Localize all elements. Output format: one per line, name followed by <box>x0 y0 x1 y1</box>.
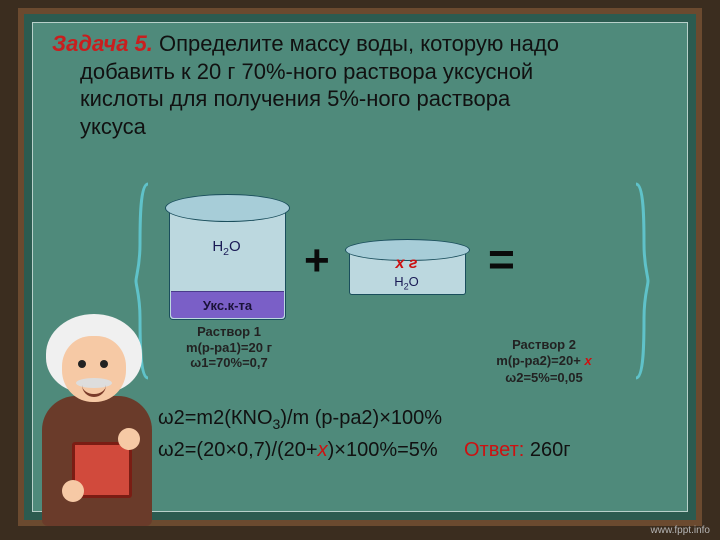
beaker-2-o: O <box>409 274 419 289</box>
answer-value: 260г <box>530 439 571 461</box>
beaker-1: Укс.к-та H2O <box>169 194 284 319</box>
formula-2: ω2=(20×0,7)/(20+х)×100%=5% <box>158 439 438 462</box>
beaker-2-h: H <box>394 274 403 289</box>
problem-line-3: кислоты для получения 5%-ного раствора <box>52 85 668 113</box>
caption2-line3: ω2=5%=0,05 <box>454 370 634 386</box>
professor-illustration <box>20 310 175 520</box>
formula-2-pre: ω2=(20×0,7)/(20+ <box>158 439 318 461</box>
problem-line-4: уксуса <box>52 113 668 141</box>
chalkboard: Задача 5. Определите массу воды, которую… <box>18 8 702 526</box>
caption2-line1: Раствор 2 <box>454 337 634 353</box>
professor-eye-right <box>100 360 108 368</box>
watermark: www.fppt.info <box>651 525 710 536</box>
problem-text-block: Задача 5. Определите массу воды, которую… <box>52 30 668 140</box>
right-brace <box>632 182 650 380</box>
problem-line-2: добавить к 20 г 70%-ного раствора уксусн… <box>52 58 668 86</box>
equals-sign: = <box>488 232 515 286</box>
caption2-line2-pre: m(р-ра2)=20+ <box>496 353 584 368</box>
beaker-2-text: х г H2O <box>349 255 464 291</box>
answer-block: Ответ: 260г <box>464 439 571 462</box>
beaker-2-caption: Раствор 2 m(р-ра2)=20+ х ω2=5%=0,05 <box>454 337 634 386</box>
slide-stage: Задача 5. Определите массу воды, которую… <box>0 0 720 540</box>
plus-sign: + <box>304 236 330 286</box>
professor-hand-right <box>118 428 140 450</box>
beaker-2-xg: х г <box>396 255 418 272</box>
beaker-1-top <box>165 194 290 222</box>
beaker-1-h2o-label: H2O <box>169 238 284 258</box>
beaker-2-h2o: H2O <box>394 274 419 289</box>
caption2-line2-x: х <box>584 353 591 368</box>
professor-eye-left <box>78 360 86 368</box>
problem-title: Задача 5. <box>52 31 153 56</box>
formula-1: ω2=m2(КNO3)/m (р-ра2)×100% <box>158 407 442 432</box>
beaker-1-body: Укс.к-та <box>169 208 286 320</box>
formula-2-x: х <box>318 439 328 461</box>
beaker-1-h: H <box>212 238 223 255</box>
right-brace-icon <box>632 182 650 380</box>
problem-line-1: Определите массу воды, которую надо <box>153 31 559 56</box>
answer-label: Ответ: <box>464 439 530 461</box>
formula-1-pre: ω2=m2(КNO <box>158 407 273 429</box>
professor-hand-left <box>62 480 84 502</box>
formula-1-post: )/m (р-ра2)×100% <box>280 407 442 429</box>
beaker-1-liquid-label: Укс.к-та <box>171 291 284 318</box>
beaker-1-o: O <box>229 238 241 255</box>
caption2-line2: m(р-ра2)=20+ х <box>454 353 634 369</box>
beaker-2: х г H2O <box>349 239 464 294</box>
formula-2-post: )×100%=5% <box>328 439 438 461</box>
